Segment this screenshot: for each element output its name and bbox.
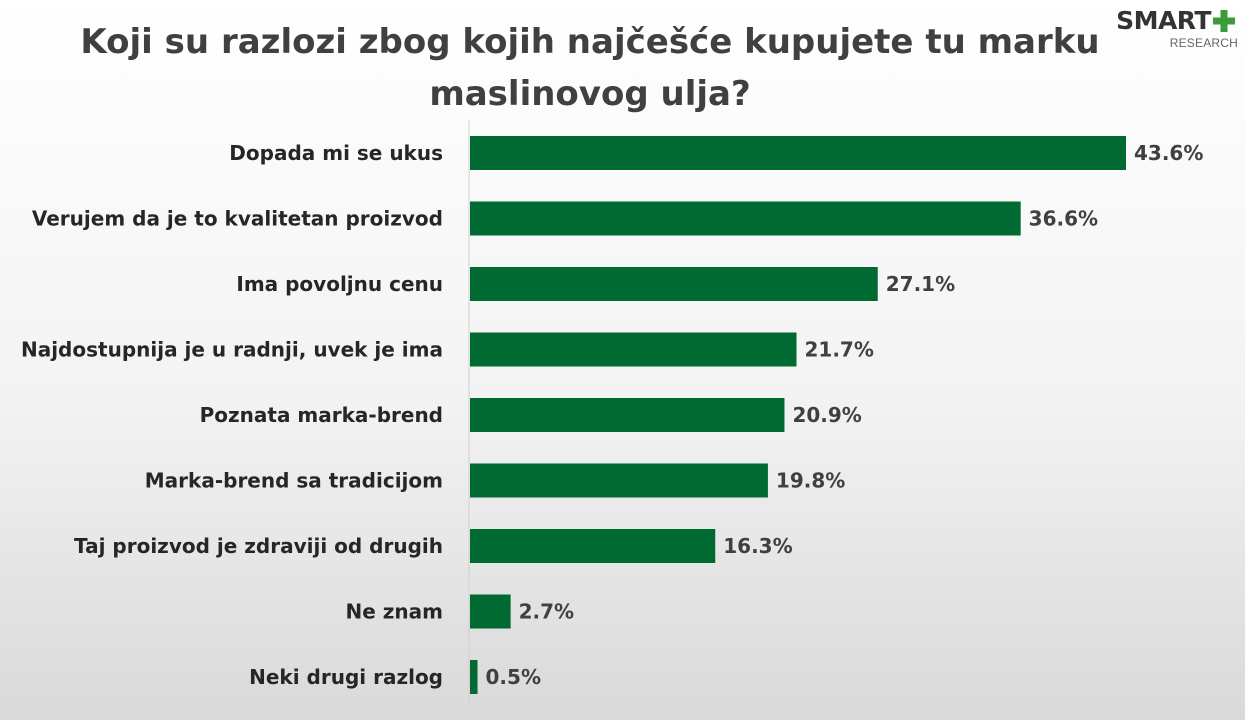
bar [470,594,511,629]
value-label: 0.5% [486,665,541,689]
value-label: 20.9% [792,403,861,427]
smart-research-logo: SMART RESEARCH [1091,6,1241,54]
category-label: Najdostupnija je u radnji, uvek je ima [21,338,443,362]
bar [470,267,878,301]
value-label: 16.3% [723,534,792,558]
value-label: 27.1% [886,272,955,296]
bar [470,463,768,498]
value-label: 2.7% [519,600,574,624]
logo-subtitle: RESEARCH [1169,36,1238,50]
logo-wordmark: SMART [1116,6,1211,35]
bar [470,136,1126,170]
category-label: Poznata marka-brend [200,403,443,427]
bar [470,660,478,694]
value-label: 43.6% [1134,141,1203,165]
bar [470,529,716,563]
bar [470,201,1021,236]
category-label: Verujem da je to kvalitetan proizvod [32,207,443,231]
category-label: Marka-brend sa tradicijom [145,469,443,493]
category-label: Ne znam [346,600,443,624]
category-label: Neki drugi razlog [249,665,443,689]
value-label: 19.8% [776,469,845,493]
chart-title-line-2: maslinovog ulja? [429,74,751,114]
bar [470,398,785,432]
value-label: 36.6% [1029,207,1098,231]
value-label: 21.7% [804,338,873,362]
category-label: Dopada mi se ukus [229,141,443,165]
bar [470,332,797,367]
chart-title-line-1: Koji su razlozi zbog kojih najčešće kupu… [80,22,1100,62]
category-label: Ima povoljnu cenu [236,272,443,296]
plus-icon [1213,10,1235,32]
category-label: Taj proizvod je zdraviji od drugih [74,534,443,558]
